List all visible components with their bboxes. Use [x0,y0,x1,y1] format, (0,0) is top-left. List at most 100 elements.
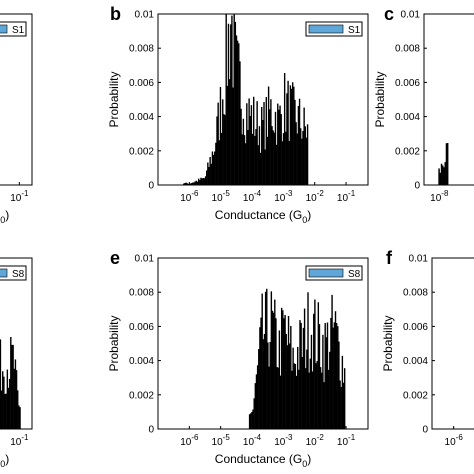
y-tick-label: 0.01 [409,254,429,265]
histogram-bar [288,343,291,429]
histogram-bar [251,411,253,429]
histogram-bar [283,318,285,429]
histogram-bar [272,130,274,185]
histogram-bar [289,85,292,185]
x-tick-label: 10-1 [10,189,29,204]
histogram-bar [12,344,14,429]
histogram-bar [271,126,273,185]
histogram-bar [183,183,185,185]
histogram-bar [266,288,268,429]
histogram-bar [287,80,289,185]
histogram-bar [340,386,342,429]
histogram-bar [294,363,297,429]
histogram-bar [201,178,203,185]
histogram-bar [324,323,326,429]
histogram-bar [211,151,214,185]
histogram-bar [0,390,3,429]
axes-box [431,257,474,430]
histogram-bar [255,374,258,429]
y-tick-label: 0.004 [129,112,154,123]
histogram-bar [315,363,317,429]
histogram-bar [258,349,260,429]
histogram-bar [233,14,235,185]
histogram-bar [19,407,21,429]
histogram-bar [4,394,6,429]
histogram-bar [294,99,296,185]
histogram-bar [301,356,303,429]
histogram-bar [194,181,196,185]
histogram-bar [239,61,241,185]
panel-c: 0 0.002 0.004 0.006 0.008 0.01 10-8 Probability… [373,4,474,204]
histogram-bar [238,43,240,185]
histogram-bar [301,138,303,185]
histogram-bar [3,376,5,429]
histogram-bar [230,24,232,185]
histogram-bar [305,137,308,185]
y-tick-label: 0 [422,425,428,436]
panel-letter-b: b [110,4,121,24]
histogram-bar [275,144,278,185]
histogram-bar [337,326,339,429]
histogram-bar [323,382,325,429]
histogram-bar [272,312,275,429]
histogram-bar [225,14,227,185]
histogram-bar [280,114,282,185]
histogram-bar [240,108,242,185]
histogram-bar [321,372,323,429]
histogram-bar [283,72,286,185]
histogram-bar [228,79,231,185]
histogram-bar [212,154,215,185]
y-tick-label: 0.01 [135,10,155,21]
x-tick-label: 10-2 [0,433,1,448]
histogram-bar [303,107,305,185]
histogram-bar [13,368,15,429]
y-tick-label: 0.006 [395,78,420,89]
histogram-bar [18,405,20,429]
histogram-bar [256,365,259,429]
histogram-bar [227,23,230,185]
x-axis-label: Conductance (G0) [215,208,311,225]
histogram-bar [318,324,321,429]
y-tick-label: 0.006 [129,78,154,89]
histogram-bar [185,182,187,185]
histogram-bar [257,145,259,185]
x-tick-label: 10-2 [306,189,325,204]
histogram-bar [7,387,10,429]
histogram-bar [195,180,198,185]
histogram-bar [285,333,287,429]
histogram-bar [446,143,449,185]
y-tick-label: 0 [148,181,154,192]
histogram-bar [295,375,298,429]
histogram-bar [192,182,194,185]
x-tick-label: 10-3 [274,189,293,204]
histogram-bar [291,370,293,429]
histogram-bar [197,178,200,185]
y-tick-label: 0.004 [129,356,154,367]
histogram-bar [307,292,309,429]
histogram-bar [290,325,292,429]
histogram-bar [316,360,318,429]
legend-swatch [308,24,344,34]
histogram-bar [310,334,313,429]
histogram-bar [338,341,340,429]
histogram-bar [256,101,258,185]
histogram-bar [270,99,272,185]
histogram-bar [327,369,330,429]
y-tick-label: 0.008 [129,288,154,299]
y-tick-label: 0.008 [403,288,428,299]
histogram-bar [291,82,294,185]
histogram-bar [208,166,210,185]
histogram-bar [332,327,334,429]
y-tick-label: 0.002 [129,390,154,401]
histogram-bar [10,337,12,429]
histogram-bar [17,390,19,429]
histogram-bar [209,156,211,185]
histogram-bar [246,103,248,185]
histogram-bar [264,291,267,429]
histogram-bar [280,307,283,429]
histogram-bar [440,163,443,185]
histogram-bar [293,363,295,429]
histogram-bar [218,140,221,185]
y-axis-label: Probability [107,315,121,371]
histogram-bar [305,368,307,429]
